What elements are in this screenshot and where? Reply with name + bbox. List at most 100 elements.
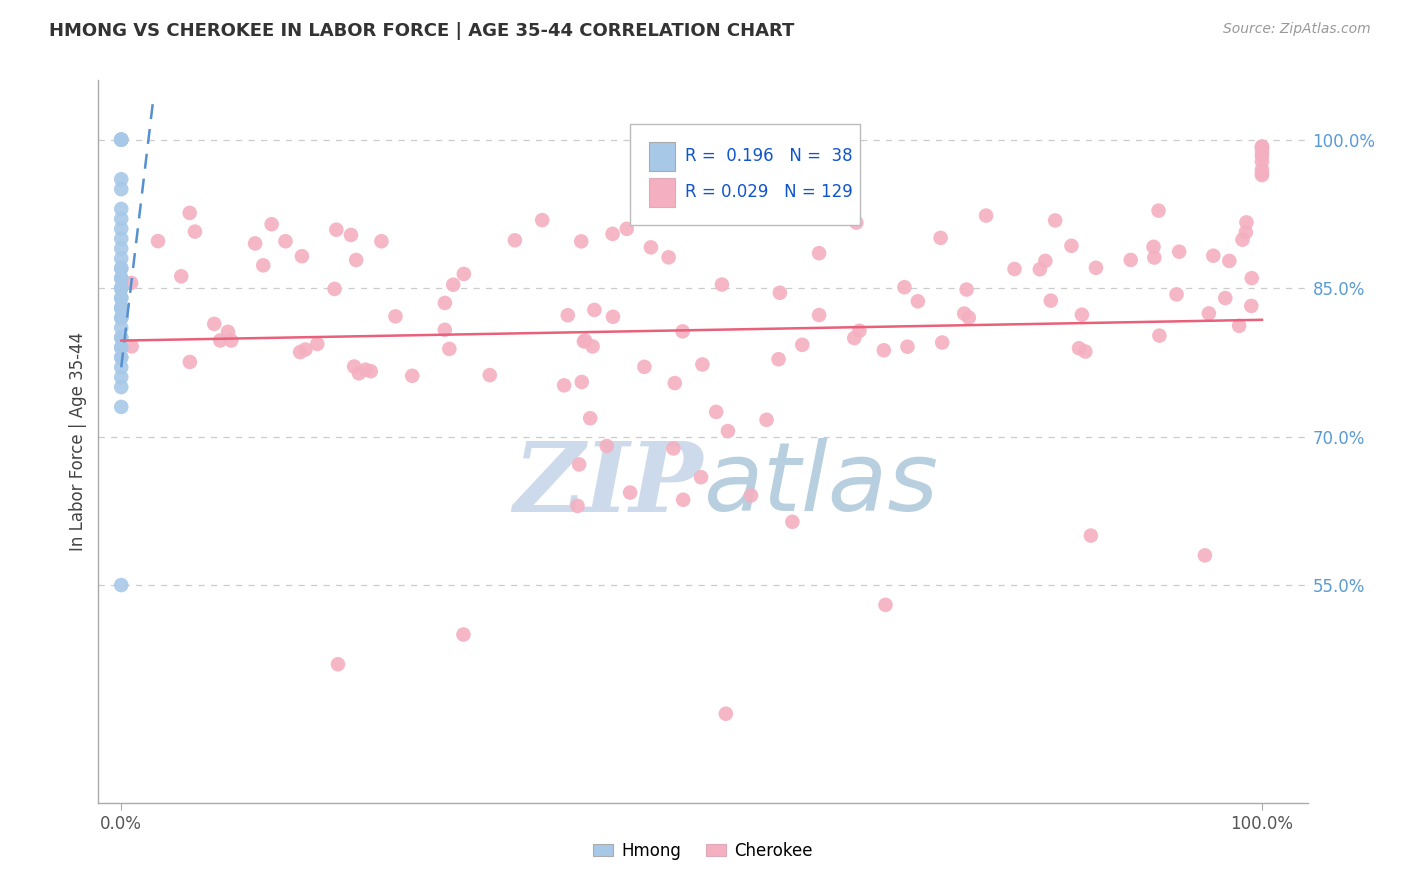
- Point: [1119, 252, 1142, 267]
- Point: [581, 339, 603, 353]
- Text: Source: ZipAtlas.com: Source: ZipAtlas.com: [1223, 22, 1371, 37]
- Point: [873, 343, 896, 358]
- Point: [557, 308, 579, 322]
- Text: ZIP: ZIP: [513, 438, 703, 532]
- Point: [184, 225, 207, 239]
- Point: [110, 242, 132, 256]
- Point: [619, 485, 641, 500]
- Point: [307, 337, 329, 351]
- Point: [110, 301, 132, 315]
- Point: [633, 359, 655, 374]
- Point: [110, 133, 132, 147]
- Point: [1004, 262, 1026, 277]
- Point: [1240, 299, 1263, 313]
- Point: [768, 352, 790, 367]
- Point: [260, 217, 283, 231]
- Point: [274, 234, 297, 248]
- Point: [110, 330, 132, 344]
- Point: [569, 235, 592, 249]
- Point: [1198, 306, 1220, 320]
- Point: [1218, 254, 1240, 268]
- Point: [974, 209, 997, 223]
- Point: [931, 335, 953, 350]
- Point: [782, 515, 804, 529]
- Text: atlas: atlas: [703, 438, 938, 532]
- Y-axis label: In Labor Force | Age 35-44: In Labor Force | Age 35-44: [69, 332, 87, 551]
- Point: [1147, 203, 1170, 218]
- Point: [110, 221, 132, 235]
- Point: [110, 202, 132, 216]
- Point: [579, 411, 602, 425]
- Point: [170, 269, 193, 284]
- Point: [717, 424, 740, 438]
- Point: [110, 310, 132, 325]
- Point: [360, 364, 382, 378]
- Point: [453, 627, 475, 641]
- Point: [710, 277, 733, 292]
- Text: HMONG VS CHEROKEE IN LABOR FORCE | AGE 35-44 CORRELATION CHART: HMONG VS CHEROKEE IN LABOR FORCE | AGE 3…: [49, 22, 794, 40]
- Point: [692, 358, 714, 372]
- Point: [252, 258, 274, 272]
- Point: [1080, 528, 1102, 542]
- Point: [553, 378, 575, 392]
- Point: [596, 439, 619, 453]
- Point: [1227, 318, 1250, 333]
- Point: [401, 368, 423, 383]
- Point: [602, 310, 624, 324]
- Point: [1043, 213, 1066, 227]
- Point: [769, 285, 792, 300]
- Point: [672, 324, 695, 338]
- Point: [602, 227, 624, 241]
- Point: [146, 234, 169, 248]
- Point: [326, 657, 349, 672]
- Point: [1142, 240, 1164, 254]
- Point: [179, 355, 201, 369]
- Point: [110, 211, 132, 226]
- Text: R = 0.029   N = 129: R = 0.029 N = 129: [685, 183, 852, 202]
- Point: [120, 276, 142, 290]
- Point: [243, 236, 266, 251]
- Point: [384, 310, 406, 324]
- Point: [1251, 141, 1274, 155]
- Point: [845, 216, 868, 230]
- Point: [1070, 308, 1092, 322]
- Point: [740, 488, 762, 502]
- Point: [110, 271, 132, 285]
- Point: [202, 317, 225, 331]
- Point: [110, 133, 132, 147]
- Point: [1084, 260, 1107, 275]
- Point: [1067, 341, 1090, 355]
- Point: [690, 470, 713, 484]
- Point: [929, 231, 952, 245]
- Point: [658, 250, 681, 264]
- Point: [441, 277, 464, 292]
- Point: [896, 340, 918, 354]
- Point: [1251, 168, 1274, 182]
- Point: [893, 280, 915, 294]
- Point: [110, 341, 132, 355]
- Point: [110, 351, 132, 365]
- Point: [955, 283, 977, 297]
- Point: [848, 324, 870, 338]
- Point: [110, 182, 132, 196]
- Point: [714, 706, 737, 721]
- FancyBboxPatch shape: [648, 178, 675, 207]
- Point: [1251, 145, 1274, 160]
- Point: [290, 345, 312, 359]
- Point: [325, 223, 347, 237]
- Point: [110, 301, 132, 315]
- Point: [875, 598, 897, 612]
- Point: [808, 308, 831, 322]
- Point: [291, 249, 314, 263]
- Point: [907, 294, 929, 309]
- Point: [343, 359, 366, 374]
- Point: [583, 302, 606, 317]
- Point: [179, 206, 201, 220]
- Point: [110, 380, 132, 394]
- Point: [110, 301, 132, 315]
- Point: [1143, 251, 1166, 265]
- Point: [1033, 253, 1056, 268]
- Point: [110, 281, 132, 295]
- Point: [219, 334, 242, 348]
- Point: [478, 368, 501, 383]
